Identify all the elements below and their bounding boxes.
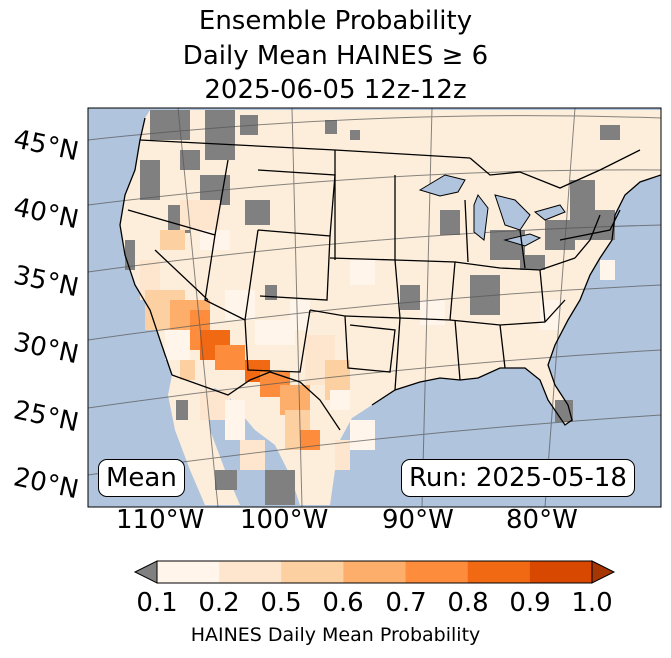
graticule-lat-25 xyxy=(88,349,661,409)
colorbar-frame xyxy=(156,560,593,584)
colorbar-under-arrow xyxy=(133,560,158,584)
graticule xyxy=(88,108,661,507)
probability-cell xyxy=(160,230,185,250)
country-border xyxy=(171,371,341,431)
colorbar-tick: 0.6 xyxy=(322,588,364,618)
missing-data-cell xyxy=(490,230,525,260)
probability-cell xyxy=(180,200,220,230)
colorbar-tick: 0.9 xyxy=(509,588,551,618)
colorbar-segment xyxy=(281,561,344,583)
probability-cell xyxy=(350,420,375,450)
missing-data-cell xyxy=(400,285,420,310)
coastline xyxy=(119,117,661,426)
graticule-lat-40 xyxy=(88,169,661,206)
graticule-lat-35 xyxy=(88,224,661,273)
probability-cell xyxy=(215,345,245,370)
colorbar-tick: 0.1 xyxy=(136,588,178,618)
colorbar-segment xyxy=(467,561,531,583)
missing-data-cell xyxy=(440,210,460,235)
missing-data-cell xyxy=(600,125,620,140)
title-line-1: Ensemble Probability xyxy=(198,6,473,36)
lon-label-100: 100°W xyxy=(240,505,329,535)
colorbar-segment xyxy=(343,561,407,583)
graticule-lon-80 xyxy=(544,108,576,507)
run-date-box: Run: 2025-05-18 xyxy=(401,459,635,497)
missing-data-cell xyxy=(140,160,160,200)
missing-data-cell xyxy=(176,400,188,420)
graticule-lat-45 xyxy=(88,115,661,141)
colorbar-tick: 0.7 xyxy=(385,588,427,618)
probability-cell xyxy=(600,260,615,280)
colorbar xyxy=(133,560,616,584)
colorbar-tick: 0.2 xyxy=(198,588,240,618)
probability-field xyxy=(125,110,620,505)
colorbar-tick: 1.0 xyxy=(571,588,613,618)
colorbar-tick: 0.5 xyxy=(260,588,302,618)
probability-cell xyxy=(225,400,245,440)
probability-cell xyxy=(165,330,190,360)
missing-data-cell xyxy=(555,400,573,422)
stat-label-box: Mean xyxy=(98,459,185,497)
probability-cell xyxy=(420,300,445,325)
lon-label-90: 90°W xyxy=(382,505,454,535)
missing-data-cell xyxy=(125,240,135,270)
colorbar-segment xyxy=(405,561,469,583)
probability-cell xyxy=(255,320,295,345)
colorbar-segment xyxy=(157,561,220,583)
probability-cell xyxy=(330,390,350,410)
graticule-lon-110 xyxy=(177,108,219,507)
lon-label-110: 110°W xyxy=(116,505,205,535)
title-line-2: Daily Mean HAINES ≥ 6 xyxy=(182,41,489,71)
missing-data-cell xyxy=(265,470,295,505)
colorbar-segment xyxy=(219,561,282,583)
probability-cell xyxy=(180,360,195,380)
colorbar-segment xyxy=(529,561,593,583)
missing-data-cell xyxy=(520,255,545,270)
missing-data-cell xyxy=(180,150,200,170)
missing-data-cell xyxy=(150,110,190,140)
colorbar-tick: 0.8 xyxy=(447,588,489,618)
state-borders xyxy=(127,139,641,391)
colorbar-over-arrow xyxy=(591,560,616,584)
lon-label-80: 80°W xyxy=(506,505,578,535)
graticule-lon-90 xyxy=(421,108,433,507)
graticule-lon-100 xyxy=(291,108,303,507)
graticule-lat-30 xyxy=(88,284,661,341)
probability-cell xyxy=(335,440,350,470)
map-frame xyxy=(87,107,662,508)
colorbar-label: HAINES Daily Mean Probability xyxy=(190,624,481,646)
title-line-3: 2025-06-05 12z-12z xyxy=(204,75,467,105)
missing-data-cell xyxy=(350,130,360,140)
missing-data-cell xyxy=(545,220,575,250)
probability-cell xyxy=(200,230,230,250)
missing-data-cell xyxy=(265,285,277,300)
missing-data-cell xyxy=(205,110,235,160)
missing-data-cell xyxy=(245,200,270,225)
missing-data-cell xyxy=(325,120,337,134)
probability-cell xyxy=(300,430,320,450)
missing-data-cell xyxy=(215,470,237,490)
probability-cell xyxy=(350,260,375,285)
probability-cell xyxy=(225,290,255,320)
probability-cell xyxy=(240,440,265,470)
